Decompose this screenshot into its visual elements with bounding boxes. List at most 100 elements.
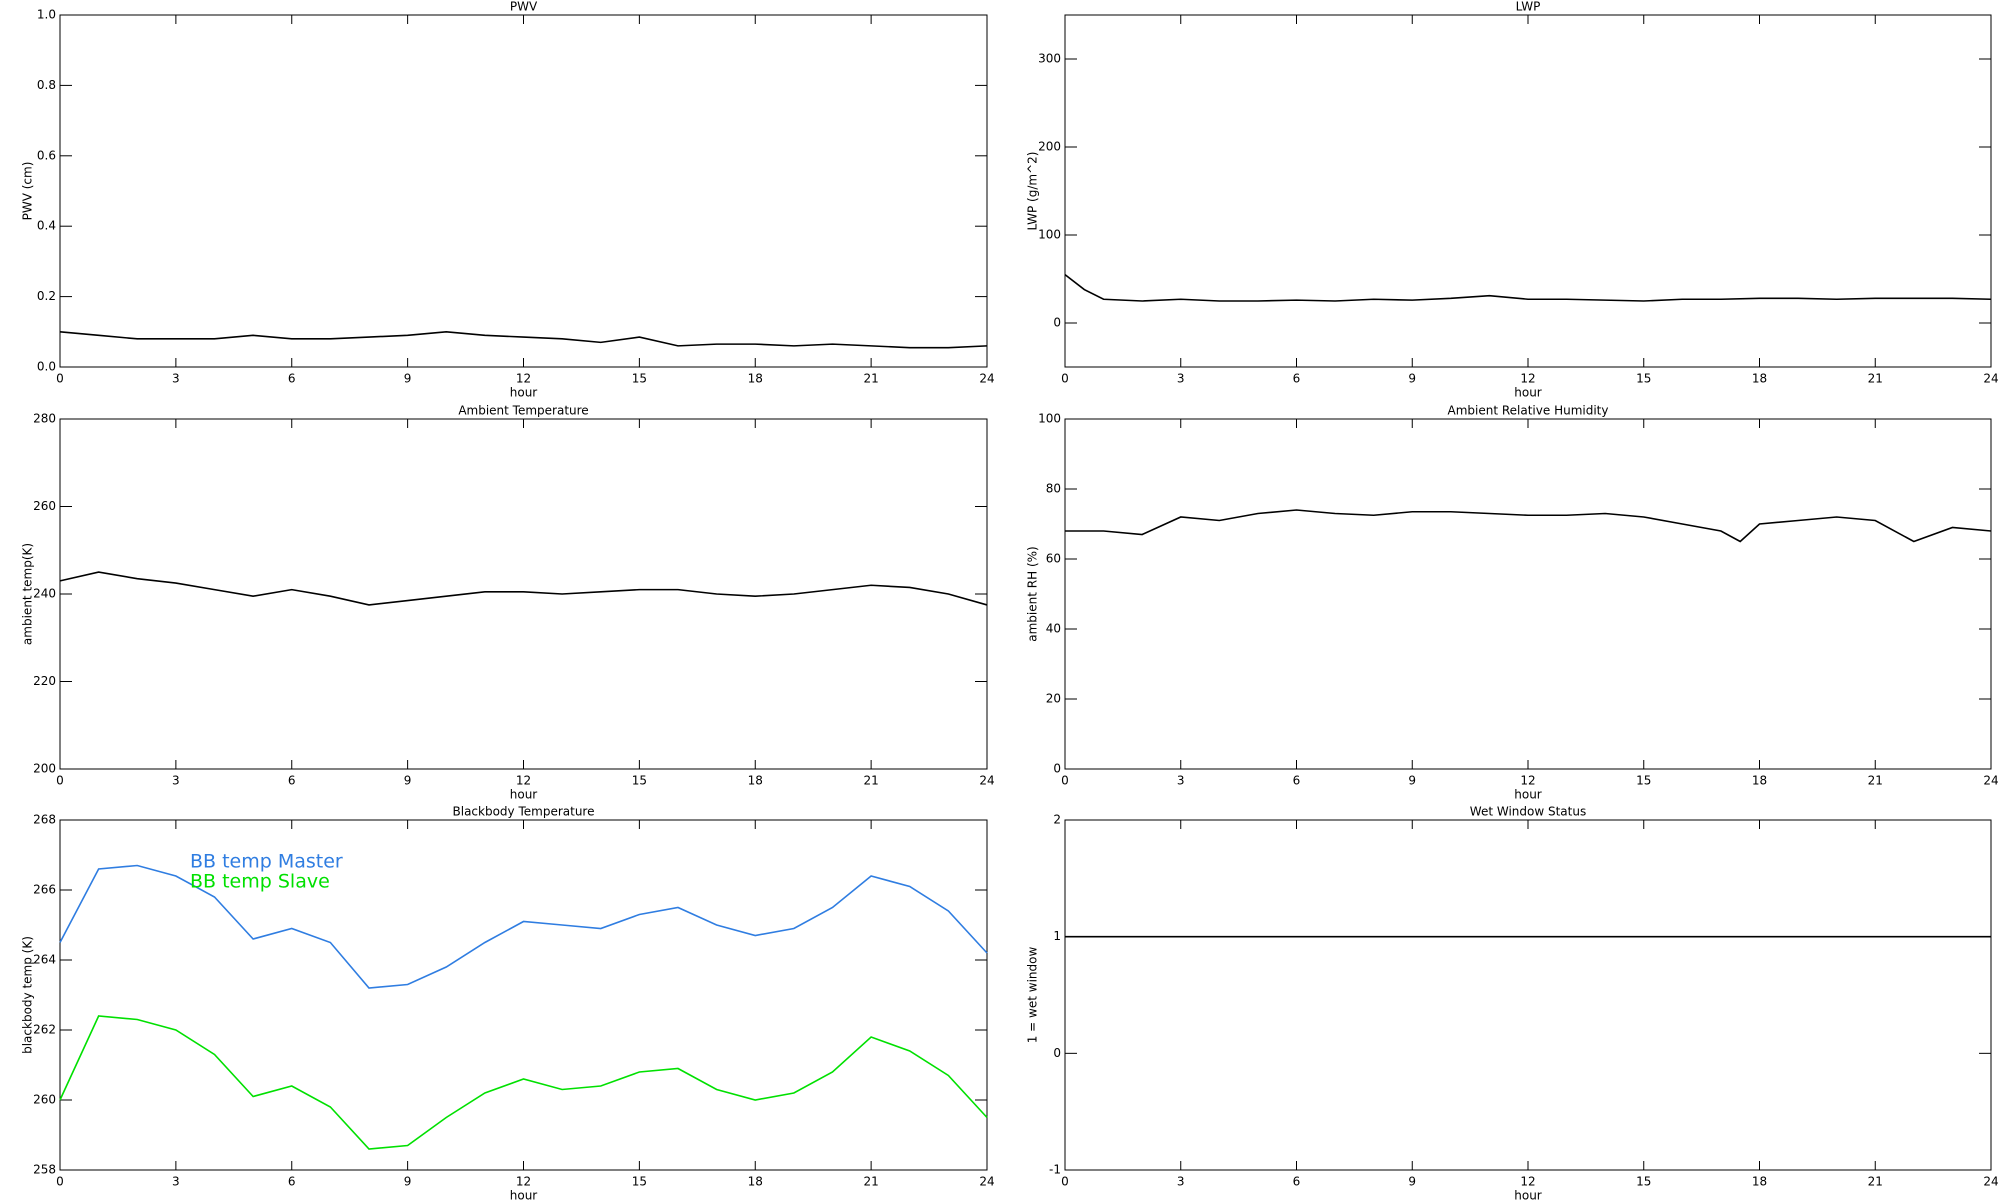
y-tick-label: -1 xyxy=(1049,1163,1061,1177)
data-line xyxy=(59,571,988,606)
y-tick-label: 0 xyxy=(1053,1046,1061,1060)
x-tick-label: 0 xyxy=(1061,372,1069,386)
x-tick-label: 15 xyxy=(632,372,647,386)
y-tick-label: 0 xyxy=(1053,762,1061,776)
x-tick-label: 3 xyxy=(172,774,180,788)
x-tick-label: 0 xyxy=(56,774,64,788)
x-tick-label: 0 xyxy=(1061,1175,1069,1189)
x-tick-label: 18 xyxy=(748,1175,763,1189)
y-tick-label: 266 xyxy=(33,883,56,897)
y-tick-label: 40 xyxy=(1046,622,1061,636)
y-tick-label: 2 xyxy=(1053,813,1061,827)
y-axis-label: PWV (cm) xyxy=(21,162,35,221)
x-tick-label: 3 xyxy=(1177,372,1185,386)
y-tick-label: 280 xyxy=(33,412,56,426)
y-axis-label: blackbody temp (K) xyxy=(21,936,35,1054)
x-tick-label: 21 xyxy=(863,774,878,788)
chart-title: Wet Window Status xyxy=(1470,805,1586,819)
x-tick-label: 24 xyxy=(979,372,994,386)
y-tick-label: 268 xyxy=(33,813,56,827)
y-tick-label: 0.2 xyxy=(37,289,56,303)
y-tick-label: 300 xyxy=(1038,52,1061,66)
x-tick-label: 18 xyxy=(1752,1175,1767,1189)
x-tick-label: 15 xyxy=(632,1175,647,1189)
x-tick-label: 0 xyxy=(56,1175,64,1189)
x-tick-label: 24 xyxy=(979,774,994,788)
legend-entry: BB temp Master xyxy=(190,851,343,873)
x-tick-label: 24 xyxy=(979,1175,994,1189)
plot-frame xyxy=(1064,14,1992,368)
x-tick-label: 24 xyxy=(1983,1175,1998,1189)
x-tick-label: 9 xyxy=(404,1175,412,1189)
x-tick-label: 9 xyxy=(404,372,412,386)
y-tick-label: 260 xyxy=(33,499,56,513)
x-tick-label: 6 xyxy=(1293,372,1301,386)
y-axis-label: LWP (g/m^2) xyxy=(1026,152,1040,231)
x-axis-label: hour xyxy=(1514,386,1542,400)
y-tick-label: 258 xyxy=(33,1163,56,1177)
y-tick-label: 80 xyxy=(1046,482,1061,496)
y-tick-label: 0.4 xyxy=(37,219,56,233)
data-line xyxy=(59,330,988,349)
x-tick-label: 3 xyxy=(172,372,180,386)
data-line xyxy=(1064,273,1992,302)
y-tick-label: 264 xyxy=(33,953,56,967)
x-tick-label: 3 xyxy=(1177,774,1185,788)
y-tick-label: 100 xyxy=(1038,228,1061,242)
x-tick-label: 9 xyxy=(1408,774,1416,788)
x-tick-label: 18 xyxy=(748,774,763,788)
chart-title: LWP xyxy=(1516,0,1541,14)
x-tick-label: 6 xyxy=(1293,774,1301,788)
y-tick-label: 60 xyxy=(1046,552,1061,566)
x-axis-label: hour xyxy=(510,386,538,400)
x-tick-label: 12 xyxy=(1520,1175,1535,1189)
x-tick-label: 6 xyxy=(288,1175,296,1189)
y-tick-label: 0 xyxy=(1053,316,1061,330)
y-tick-label: 200 xyxy=(33,762,56,776)
x-tick-label: 15 xyxy=(632,774,647,788)
x-tick-label: 6 xyxy=(288,372,296,386)
series-line xyxy=(59,1015,988,1150)
x-tick-label: 12 xyxy=(516,1175,531,1189)
y-axis-label: ambient temp(K) xyxy=(21,543,35,645)
x-tick-label: 9 xyxy=(404,774,412,788)
y-tick-label: 200 xyxy=(1038,140,1061,154)
y-tick-label: 260 xyxy=(33,1093,56,1107)
x-tick-label: 15 xyxy=(1636,774,1651,788)
x-tick-label: 15 xyxy=(1636,1175,1651,1189)
y-tick-label: 20 xyxy=(1046,692,1061,706)
chart-title: Ambient Temperature xyxy=(458,404,588,418)
x-tick-label: 0 xyxy=(56,372,64,386)
x-tick-label: 9 xyxy=(1408,372,1416,386)
plot-frame xyxy=(59,418,988,770)
y-axis-label: 1 = wet window xyxy=(1026,947,1040,1044)
x-tick-label: 12 xyxy=(1520,372,1535,386)
x-tick-label: 18 xyxy=(748,372,763,386)
plot-frame xyxy=(1064,418,1992,770)
x-tick-label: 21 xyxy=(863,1175,878,1189)
series-line xyxy=(59,864,988,989)
x-tick-label: 21 xyxy=(1868,372,1883,386)
x-tick-label: 12 xyxy=(516,774,531,788)
legend-entry: BB temp Slave xyxy=(190,871,330,893)
x-axis-label: hour xyxy=(510,1189,538,1200)
chart-title: Ambient Relative Humidity xyxy=(1448,404,1609,418)
data-line xyxy=(1065,509,1992,543)
x-tick-label: 24 xyxy=(1983,372,1998,386)
y-tick-label: 262 xyxy=(33,1023,56,1037)
x-tick-label: 21 xyxy=(1868,1175,1883,1189)
x-tick-label: 15 xyxy=(1636,372,1651,386)
y-tick-label: 0.8 xyxy=(37,78,56,92)
y-tick-label: 240 xyxy=(33,587,56,601)
y-tick-label: 100 xyxy=(1038,412,1061,426)
x-tick-label: 21 xyxy=(1868,774,1883,788)
x-tick-label: 18 xyxy=(1752,774,1767,788)
x-tick-label: 12 xyxy=(1520,774,1535,788)
x-tick-label: 24 xyxy=(1983,774,1998,788)
y-axis-label: ambient RH (%) xyxy=(1026,546,1040,641)
y-tick-label: 1 xyxy=(1053,929,1061,943)
x-tick-label: 21 xyxy=(863,372,878,386)
x-axis-label: hour xyxy=(1514,788,1542,802)
y-tick-label: 0.6 xyxy=(37,148,56,162)
